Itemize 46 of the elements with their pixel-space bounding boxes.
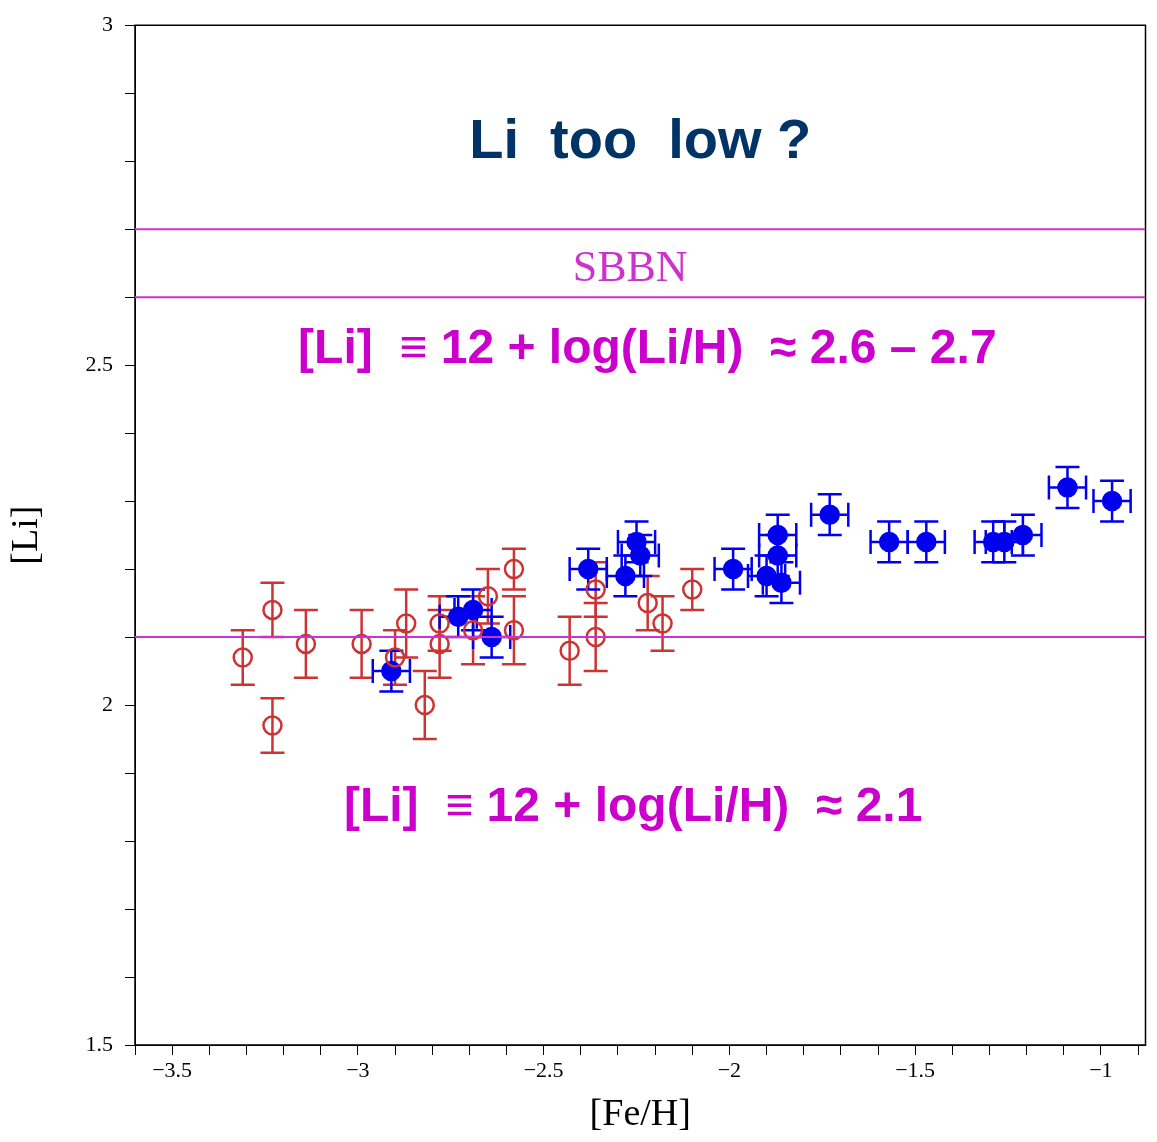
point [615,565,636,587]
point [1012,524,1034,546]
point [637,592,658,614]
point [767,545,788,566]
point [262,715,283,736]
annotation: Li too low ? [469,106,812,170]
y-tick-label: 1.5 [85,1030,113,1056]
point [462,599,484,621]
point [384,647,406,668]
x-tick-label: −1.5 [895,1056,936,1082]
point [1101,490,1123,512]
annotation: [Li] ≡ 12 + log(Li/H) ≈ 2.6 – 2.7 [298,319,997,373]
point [771,572,792,593]
point [503,558,525,580]
point [477,586,499,607]
point [819,504,840,525]
x-tick-label: −3.5 [152,1056,193,1082]
y-tick-label: 2.5 [85,350,113,376]
x-axis-title: [Fe/H] [589,1091,691,1134]
point [767,524,788,546]
x-tick-label: −2.5 [523,1056,564,1082]
ref-line-label: SBBN [572,241,688,291]
point [1057,477,1078,498]
x-tick-label: −2 [717,1056,742,1082]
y-tick-label: 3 [102,10,113,36]
y-axis-title: [Li] [2,505,45,565]
point [559,640,580,661]
x-tick-label: −1 [1089,1056,1113,1082]
annotation: [Li] ≡ 12 + log(Li/H) ≈ 2.1 [343,777,923,831]
x-tick-label: −3 [346,1056,370,1082]
point [682,579,703,600]
point [722,558,744,580]
point [585,626,606,648]
point [756,565,777,587]
point [916,531,937,553]
point [652,613,673,634]
point [262,599,283,621]
point [878,531,900,553]
y-tick-label: 2 [102,690,113,716]
point [577,558,599,580]
point [414,694,436,716]
point [585,579,606,600]
point [395,613,417,634]
point [232,647,253,668]
point [630,545,651,566]
point [429,613,450,634]
